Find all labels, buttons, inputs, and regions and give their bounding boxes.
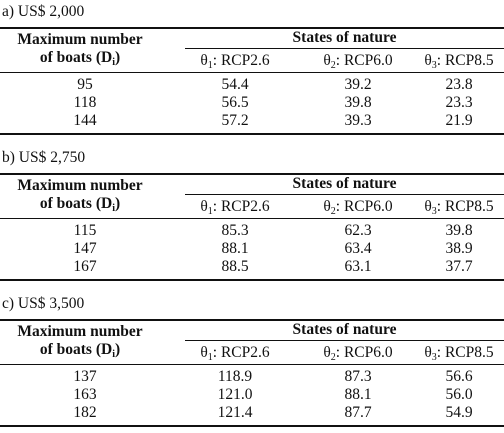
cell-boats: 137 bbox=[73, 368, 97, 385]
max-boats-header-line2: of boats (Di) bbox=[39, 195, 121, 214]
cell-rcp60: 39.8 bbox=[344, 94, 372, 111]
max-boats-header: Maximum number of boats (Di) bbox=[0, 323, 160, 364]
states-of-nature-header: States of nature bbox=[292, 175, 397, 192]
table-bottom-rule bbox=[0, 425, 504, 427]
col-header-rcp85: θ3: RCP8.5 bbox=[424, 198, 494, 217]
cell-rcp85: 23.8 bbox=[445, 76, 473, 93]
cell-rcp26: 54.4 bbox=[221, 76, 249, 93]
cell-rcp26: 118.9 bbox=[217, 368, 253, 385]
cell-boats: 95 bbox=[77, 76, 93, 93]
cell-boats: 147 bbox=[73, 240, 97, 257]
panel-b: b) US$ 2,750 Maximum number of boats (Di… bbox=[0, 148, 504, 288]
max-boats-header-line1: Maximum number bbox=[17, 177, 143, 194]
panel-caption: b) US$ 2,750 bbox=[2, 149, 86, 166]
cell-rcp60: 87.7 bbox=[344, 404, 372, 421]
table-bottom-rule bbox=[0, 279, 504, 281]
states-subrule bbox=[185, 48, 504, 49]
cell-boats: 167 bbox=[73, 258, 97, 275]
col-header-rcp60: θ2: RCP6.0 bbox=[323, 52, 393, 71]
table-top-rule bbox=[0, 27, 504, 29]
max-boats-header-line2: of boats (Di) bbox=[39, 341, 121, 360]
cell-rcp85: 38.9 bbox=[445, 240, 473, 257]
cell-rcp85: 39.8 bbox=[445, 222, 473, 239]
header-bottom-rule bbox=[0, 218, 504, 219]
col-header-rcp85: θ3: RCP8.5 bbox=[424, 52, 494, 71]
max-boats-header-line1: Maximum number bbox=[17, 31, 143, 48]
panel-a: a) US$ 2,000 Maximum number of boats (Di… bbox=[0, 2, 504, 142]
cell-boats: 144 bbox=[73, 112, 97, 129]
header-bottom-rule bbox=[0, 364, 504, 365]
panel-caption: a) US$ 2,000 bbox=[2, 3, 85, 20]
max-boats-header: Maximum number of boats (Di) bbox=[0, 31, 160, 72]
cell-rcp85: 21.9 bbox=[445, 112, 473, 129]
states-subrule bbox=[185, 340, 504, 341]
col-header-rcp85: θ3: RCP8.5 bbox=[424, 344, 494, 363]
panel-c: c) US$ 3,500 Maximum number of boats (Di… bbox=[0, 294, 504, 433]
max-boats-header-line2: of boats (Di) bbox=[39, 49, 121, 68]
cell-rcp60: 63.4 bbox=[344, 240, 372, 257]
col-header-rcp60: θ2: RCP6.0 bbox=[323, 198, 393, 217]
cell-boats: 115 bbox=[73, 222, 97, 239]
cell-rcp26: 88.5 bbox=[221, 258, 249, 275]
states-subrule bbox=[185, 194, 504, 195]
cell-rcp60: 39.2 bbox=[344, 76, 372, 93]
cell-rcp60: 88.1 bbox=[344, 386, 372, 403]
cell-boats: 182 bbox=[73, 404, 97, 421]
max-boats-header-line1: Maximum number bbox=[17, 323, 143, 340]
max-boats-header: Maximum number of boats (Di) bbox=[0, 177, 160, 218]
table-top-rule bbox=[0, 173, 504, 175]
cell-rcp26: 57.2 bbox=[221, 112, 249, 129]
col-header-rcp60: θ2: RCP6.0 bbox=[323, 344, 393, 363]
states-of-nature-header: States of nature bbox=[292, 321, 397, 338]
cell-rcp85: 56.0 bbox=[445, 386, 473, 403]
states-of-nature-header: States of nature bbox=[292, 29, 397, 46]
cell-rcp60: 62.3 bbox=[344, 222, 372, 239]
panel-caption: c) US$ 3,500 bbox=[2, 295, 85, 312]
cell-rcp60: 63.1 bbox=[344, 258, 372, 275]
cell-rcp26: 85.3 bbox=[221, 222, 249, 239]
header-bottom-rule bbox=[0, 72, 504, 73]
col-header-rcp26: θ1: RCP2.6 bbox=[200, 344, 270, 363]
cell-rcp26: 121.0 bbox=[217, 386, 253, 403]
cell-rcp26: 88.1 bbox=[221, 240, 249, 257]
table-top-rule bbox=[0, 319, 504, 321]
cell-boats: 118 bbox=[73, 94, 97, 111]
cell-rcp85: 54.9 bbox=[445, 404, 473, 421]
col-header-rcp26: θ1: RCP2.6 bbox=[200, 52, 270, 71]
table-bottom-rule bbox=[0, 133, 504, 135]
cell-rcp60: 39.3 bbox=[344, 112, 372, 129]
cell-rcp26: 56.5 bbox=[221, 94, 249, 111]
cell-rcp60: 87.3 bbox=[344, 368, 372, 385]
cell-rcp85: 56.6 bbox=[445, 368, 473, 385]
cell-rcp26: 121.4 bbox=[217, 404, 253, 421]
col-header-rcp26: θ1: RCP2.6 bbox=[200, 198, 270, 217]
cell-rcp85: 37.7 bbox=[445, 258, 473, 275]
cell-rcp85: 23.3 bbox=[445, 94, 473, 111]
cell-boats: 163 bbox=[73, 386, 97, 403]
